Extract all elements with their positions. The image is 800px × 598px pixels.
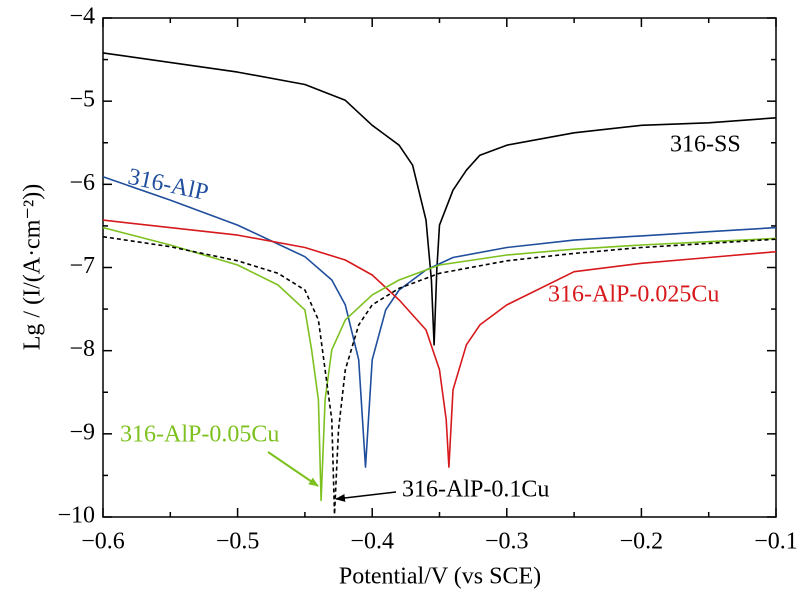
y-tick-label: −9 [69,419,95,445]
y-tick-label: −10 [57,503,95,529]
series-line [102,226,777,502]
series-line [102,52,777,346]
x-tick-label: −0.2 [620,529,664,555]
series-label: 316-AlP-0.025Cu [548,282,719,308]
y-tick-label: −6 [69,170,95,196]
x-axis-label: Potential/V (vs SCE) [339,564,541,590]
series-line [102,219,777,468]
x-tick-label: −0.6 [81,529,125,555]
y-tick-label: −4 [69,4,95,30]
x-tick-label: −0.5 [216,529,260,555]
series-label: 316-SS [670,132,741,158]
series-line [102,176,777,468]
y-tick-label: −5 [69,87,95,113]
x-tick-label: −0.3 [485,529,529,555]
y-tick-label: −8 [69,336,95,362]
series-label: 316-AlP-0.05Cu [120,422,279,448]
series-line [102,235,777,516]
y-axis-label: Lg / (I/(A·cm⁻²)) [20,184,46,350]
y-tick-label: −7 [69,253,95,279]
x-tick-label: −0.4 [350,529,394,555]
annotation-arrow [335,491,397,502]
series-label: 316-AlP-0.1Cu [402,477,549,503]
x-tick-label: −0.1 [754,529,798,555]
annotation-arrow [267,451,319,487]
